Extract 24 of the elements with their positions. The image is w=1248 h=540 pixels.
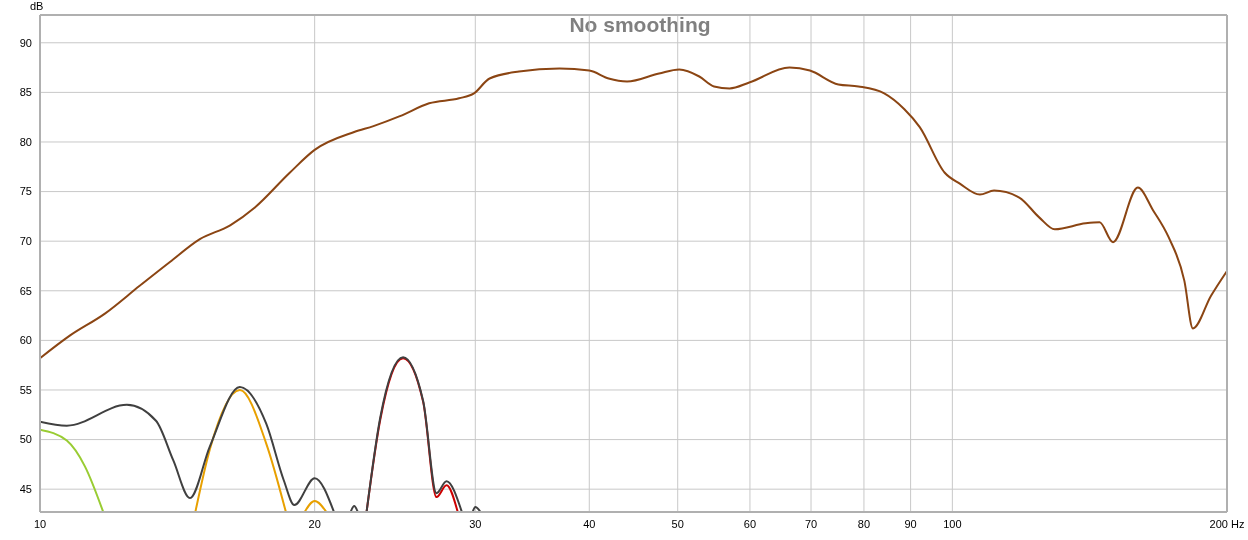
- y-tick-label: 80: [19, 135, 32, 148]
- y-tick-label: 90: [19, 36, 32, 49]
- x-tick-label: 200 Hz: [1209, 517, 1245, 530]
- y-tick-label: 50: [19, 433, 32, 446]
- y-tick-label: 55: [19, 383, 32, 396]
- x-tick-label: 20: [308, 517, 321, 530]
- x-tick-label: 30: [469, 517, 482, 530]
- x-tick-label: 50: [671, 517, 684, 530]
- x-tick-label: 40: [583, 517, 596, 530]
- x-tick-label: 70: [804, 517, 818, 530]
- chart-title: No smoothing: [568, 13, 712, 37]
- y-tick-label: 45: [19, 483, 32, 496]
- x-tick-label: 60: [743, 517, 757, 530]
- x-tick-label: 100: [943, 517, 962, 530]
- y-tick-label: 60: [19, 334, 32, 347]
- x-tick-label: 80: [857, 517, 871, 530]
- x-tick-label: 10: [33, 517, 47, 530]
- y-axis-title: dB: [30, 0, 44, 12]
- line-series: [40, 428, 105, 512]
- y-tick-label: 85: [19, 86, 32, 99]
- y-tick-label: 65: [19, 284, 32, 297]
- y-tick-label: 70: [19, 235, 32, 248]
- x-tick-label: 90: [904, 517, 917, 530]
- y-tick-label: 75: [19, 185, 32, 198]
